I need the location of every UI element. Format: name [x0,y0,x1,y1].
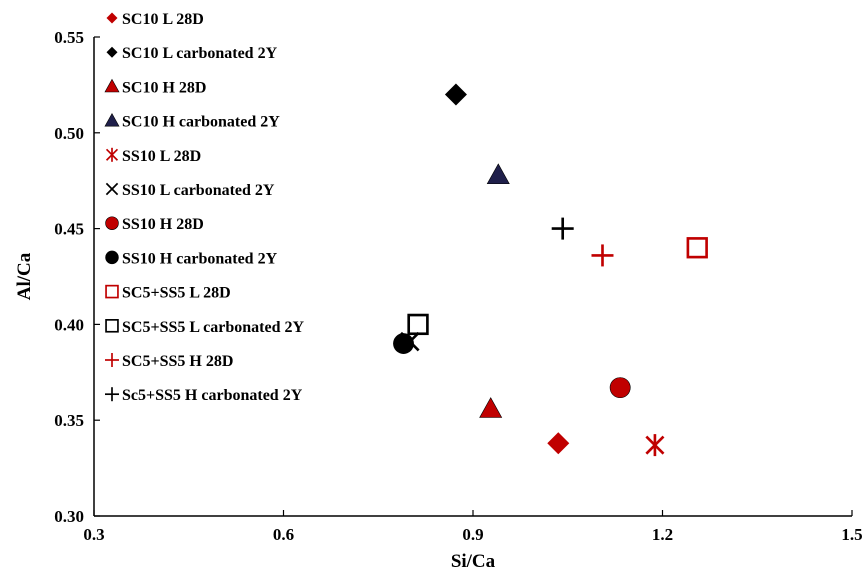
data-point-8 [393,333,414,354]
legend-item: SS10 L carbonated 2Y [105,182,275,199]
data-point-1 [547,432,570,455]
legend-marker [105,216,119,230]
legend-label: SC5+SS5 L carbonated 2Y [122,319,304,336]
legend-label: SC5+SS5 L 28D [122,285,231,302]
legend-marker [105,353,119,367]
legend-label: SS10 L 28D [122,148,201,165]
legend-item: SC5+SS5 L 28D [105,284,231,302]
legend-label: SC10 H carbonated 2Y [122,114,280,131]
legend-label: SC10 L carbonated 2Y [122,45,278,62]
y-tick-label: 0.45 [54,220,84,239]
y-tick-label: 0.55 [54,28,84,47]
legend-marker [105,319,119,333]
legend-item: SC10 H 28D [104,78,206,96]
legend-item: SS10 H carbonated 2Y [105,250,278,267]
y-tick-label: 0.35 [54,411,84,430]
data-point-11 [591,244,614,267]
legend-label: SS10 H 28D [122,216,204,233]
x-tick-label: 0.6 [273,525,294,544]
legend-marker [105,147,119,162]
legend-item: SC5+SS5 L carbonated 2Y [105,319,304,336]
legend-marker [104,112,120,127]
legend-marker [105,284,119,299]
legend-label: Sc5+SS5 H carbonated 2Y [122,387,303,404]
legend-label: SC5+SS5 H 28D [122,353,233,370]
y-axis-title: Al/Ca [14,252,35,300]
axes: 0.3 0.6 0.9 1.2 1.5 0.30 0.35 0.40 0.45 0.50 0.55 S… [14,28,863,572]
legend-marker [106,12,118,24]
data-point-4 [486,163,510,185]
legend-item: SC5+SS5 H 28D [105,353,233,370]
legend-item: SC10 L 28D [106,11,204,28]
legend-marker [106,46,118,58]
y-tick-label: 0.40 [54,315,84,334]
x-axis-title: Si/Ca [451,551,496,572]
data-point-3 [479,397,503,418]
legend-item: SC10 L carbonated 2Y [106,45,278,62]
data-points [393,83,708,457]
legend-label: SS10 H carbonated 2Y [122,250,278,267]
legend-label: SC10 L 28D [122,11,204,28]
legend-item: SS10 H 28D [105,216,204,233]
x-tick-label: 0.9 [462,525,483,544]
y-tick-label: 0.30 [54,507,84,526]
x-tick-label: 1.2 [652,525,673,544]
legend-label: SC10 H 28D [122,79,206,96]
legend-item: Sc5+SS5 H carbonated 2Y [105,387,303,404]
legend: SC10 L 28D SC10 L carbonated 2Y SC10 H 28D… [104,11,304,404]
legend-marker [104,78,120,93]
x-tick-label: 0.3 [83,525,104,544]
legend-marker [105,250,119,265]
data-point-2 [444,83,467,106]
data-point-12 [551,217,574,240]
data-point-10 [407,313,429,336]
y-tick-label: 0.50 [54,124,84,143]
legend-item: SC10 H carbonated 2Y [104,112,280,131]
legend-label: SS10 L carbonated 2Y [122,182,275,199]
x-tick-label: 1.5 [841,525,862,544]
data-point-7 [609,377,631,399]
data-point-5 [645,434,665,457]
legend-marker [105,387,119,402]
legend-item: SS10 L 28D [105,147,201,165]
legend-marker [105,182,119,196]
data-point-9 [686,237,708,259]
